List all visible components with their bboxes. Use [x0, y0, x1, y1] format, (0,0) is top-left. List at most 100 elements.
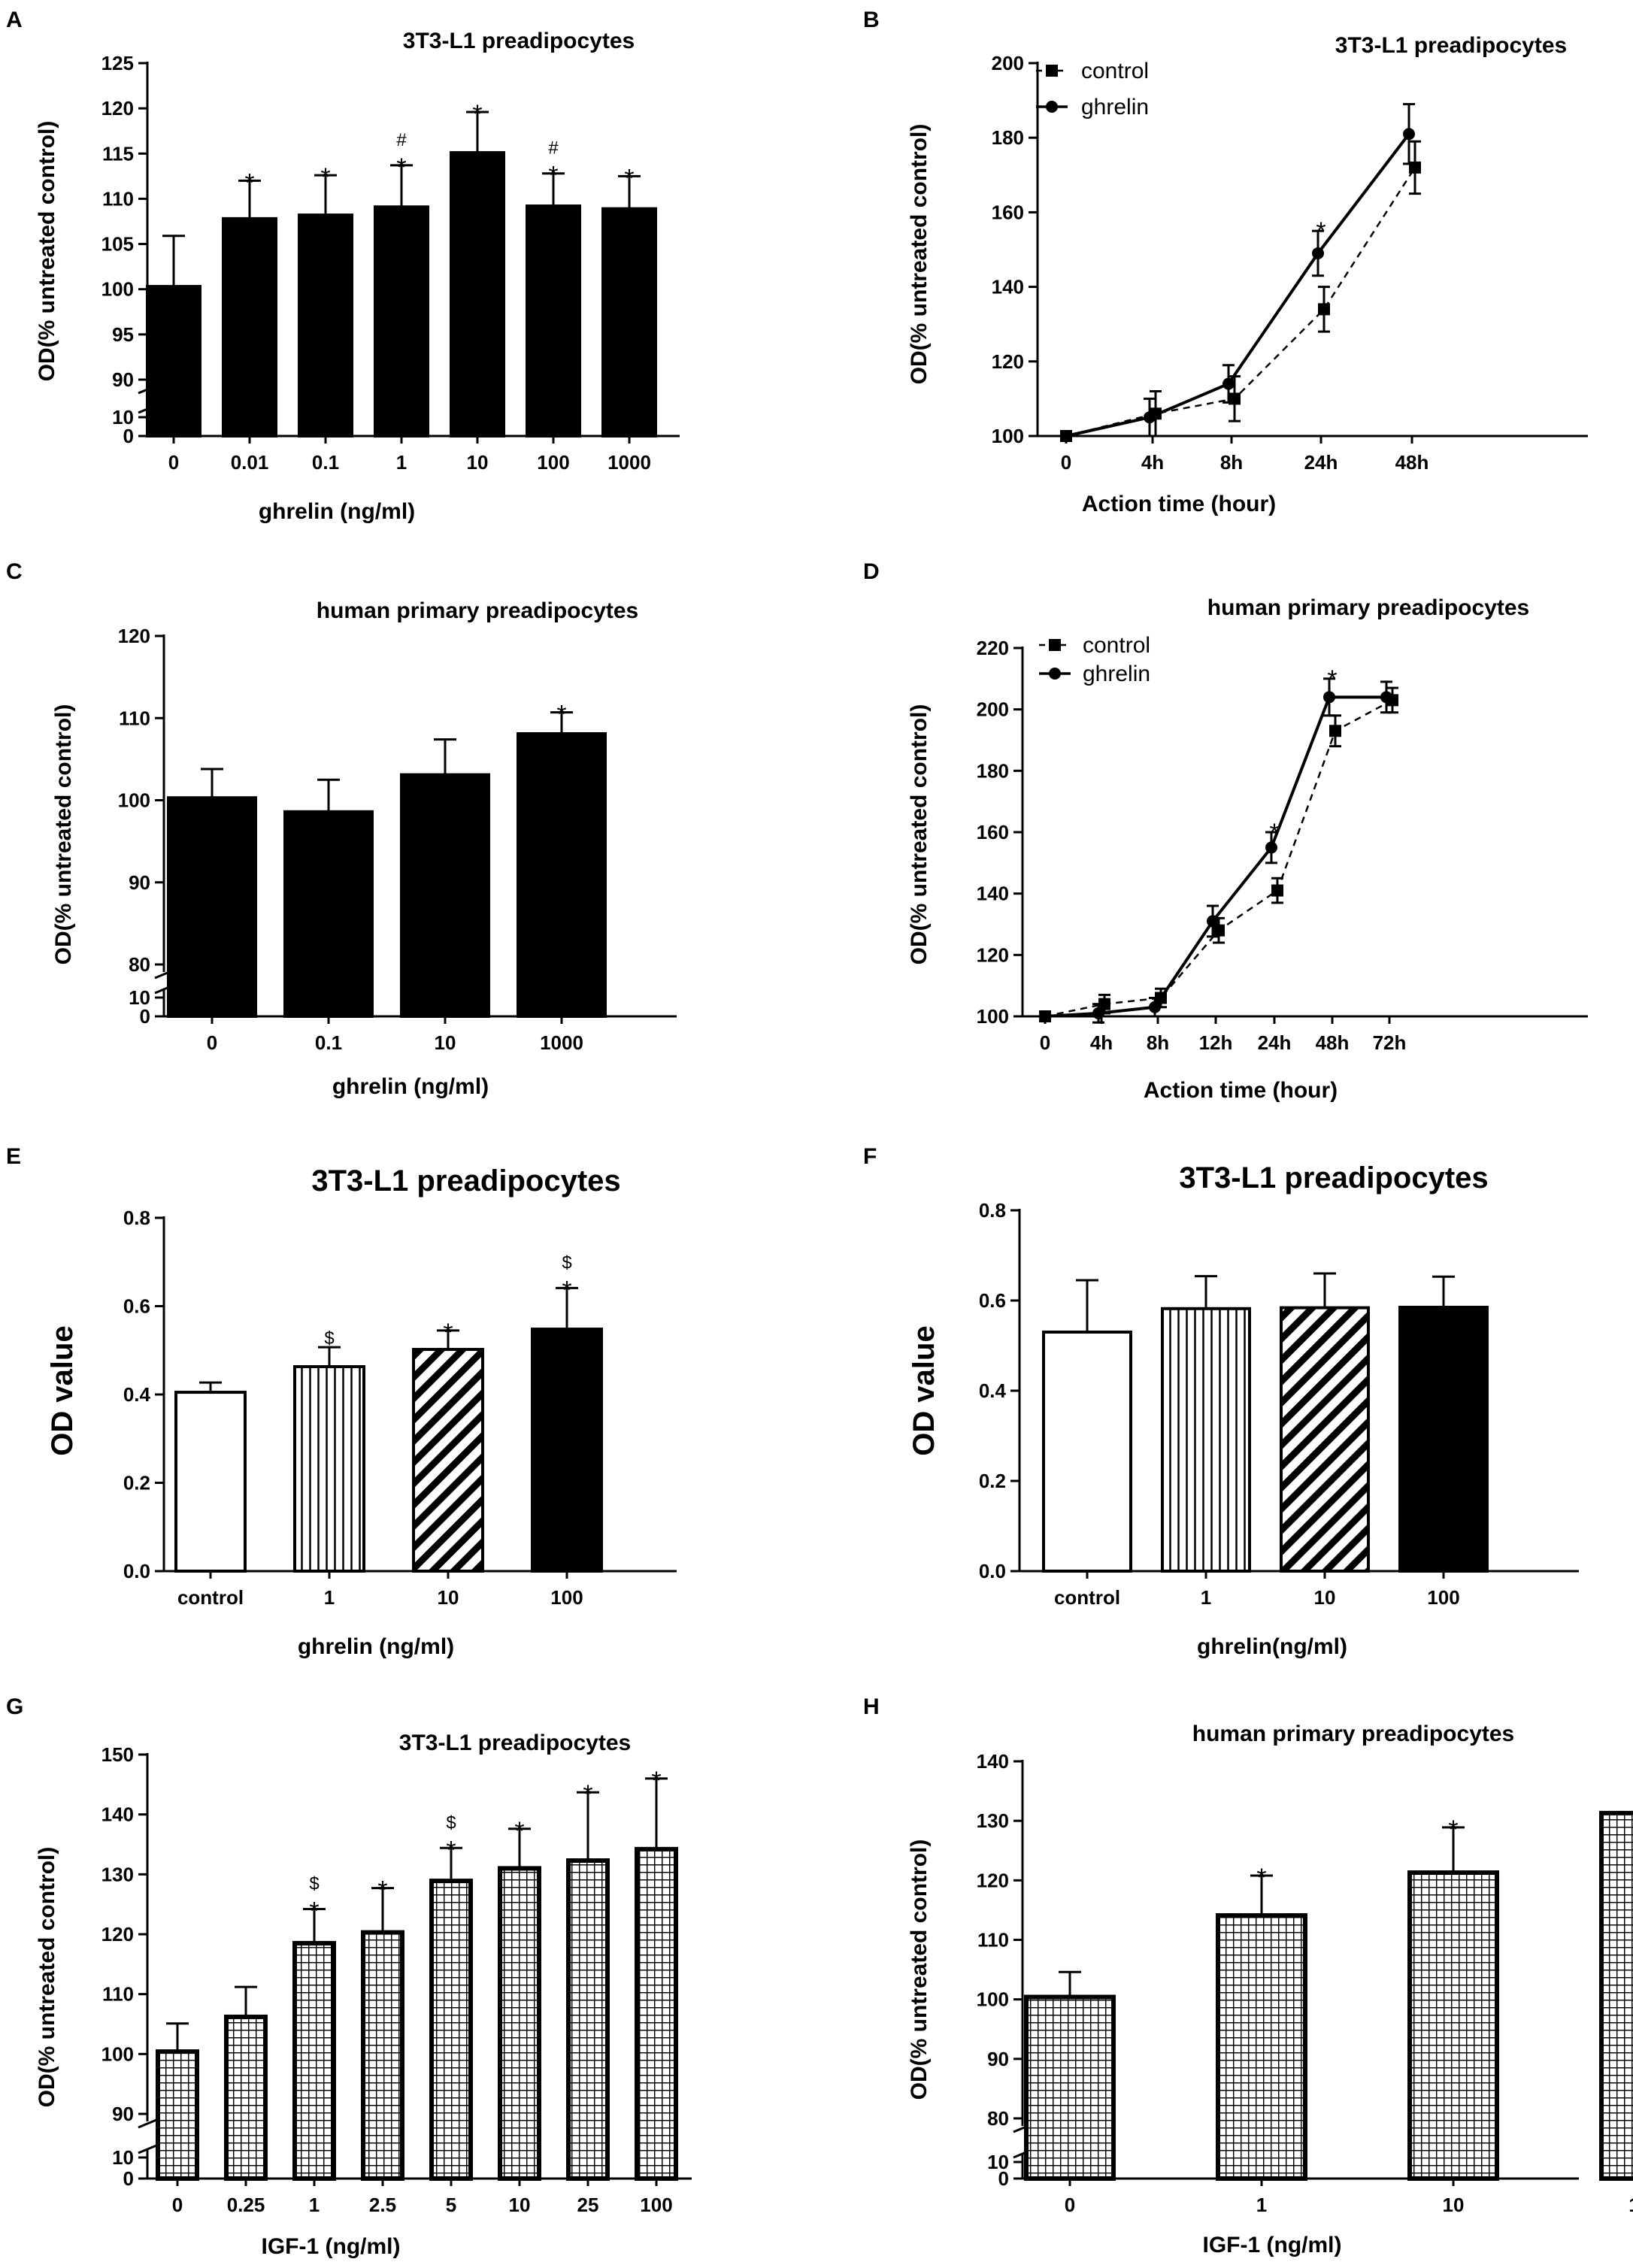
panel-g: G 3T3-L1 preadipocytes IGF-1 (ng/ml) OD(… [6, 1694, 692, 2259]
legend: control ghrelin [1039, 633, 1150, 686]
y-tick-label: 0 [998, 2167, 1009, 2190]
x-tick-label: 0.1 [315, 1031, 342, 1054]
y-tick-label: 90 [129, 871, 150, 894]
x-tick-label: 2.5 [369, 2194, 396, 2216]
chart-title: 3T3-L1 preadipocytes [1335, 33, 1567, 58]
x-tick-label: control [1054, 1586, 1120, 1609]
y-tick-label: 100 [101, 278, 134, 301]
panel-letter-f: F [863, 1144, 877, 1169]
x-tick-label: 10 [1443, 2194, 1465, 2216]
y-tick-label: 0.2 [123, 1472, 150, 1494]
significance-marker: * [244, 168, 254, 197]
significance-marker: * [472, 100, 482, 129]
bar [498, 1866, 541, 2182]
y-tick-label: 10 [987, 2151, 1009, 2173]
panel-c: C human primary preadipocytes ghrelin (n… [6, 559, 677, 1099]
y-tick-label: 0 [123, 425, 134, 447]
y-tick-label: 90 [112, 368, 134, 391]
y-tick-label: 0.2 [979, 1470, 1006, 1492]
y-axis-label: OD value [46, 1325, 79, 1455]
panel-a: A 3T3-L1 preadipocytes ghrelin (ng/ml) O… [6, 8, 680, 524]
x-tick-label: 0 [168, 451, 179, 474]
significance-marker: * [556, 701, 566, 729]
chart-title: 3T3-L1 preadipocytes [403, 29, 635, 53]
y-tick-label: 120 [977, 1869, 1009, 1891]
x-axis-label: Action time (hour) [1082, 492, 1276, 516]
bar [283, 810, 374, 1019]
data-point-control [1213, 924, 1225, 937]
significance-marker: * [1256, 1864, 1266, 1892]
significance-marker: * [514, 1817, 524, 1846]
y-tick-label: 0.0 [979, 1560, 1006, 1582]
x-tick-label: 100 [1628, 2194, 1633, 2216]
bar [566, 1858, 610, 2181]
y-tick-label: 120 [992, 350, 1024, 373]
x-tick-label: 1 [396, 451, 407, 474]
data-point-ghrelin [1312, 247, 1324, 259]
legend: control ghrelin [1036, 59, 1149, 120]
x-tick-label: 25 [577, 2194, 599, 2216]
bar [222, 217, 277, 438]
y-axis-label: OD(% untreated control) [35, 121, 59, 382]
significance-marker: $ [324, 1328, 334, 1349]
y-tick-label: 120 [118, 625, 150, 647]
y-tick-label: 0 [123, 2167, 134, 2190]
y-axis-label: OD(% untreated control) [35, 1847, 59, 2108]
y-tick-label: 0.4 [123, 1383, 151, 1406]
y-tick-label: 80 [129, 953, 150, 976]
x-axis-label: IGF-1 (ng/ml) [1203, 2233, 1342, 2257]
y-tick-label: 100 [101, 2042, 134, 2065]
bar [635, 1846, 678, 2181]
y-tick-label: 140 [992, 276, 1024, 298]
data-point-ghrelin [1149, 1001, 1161, 1013]
y-tick-label: 100 [992, 425, 1024, 447]
significance-marker: * [446, 1836, 456, 1864]
legend-label-ghrelin: ghrelin [1081, 95, 1149, 120]
bar [293, 1364, 365, 1573]
x-tick-label: 4h [1090, 1031, 1113, 1054]
y-tick-label: 180 [992, 126, 1024, 149]
x-tick-label: 10 [467, 451, 489, 474]
significance-marker: * [443, 1319, 453, 1347]
x-axis-label: ghrelin (ng/ml) [332, 1074, 489, 1099]
y-tick-label: 120 [101, 1923, 134, 1946]
x-tick-label: 1 [309, 2194, 320, 2216]
y-tick-label: 110 [102, 187, 134, 210]
bar [174, 1391, 247, 1573]
plot-area: 0.0 0.2 0.4 0.6 0.8 control 1 $10 * 100 * $ [123, 1207, 677, 1609]
y-tick-label: 110 [102, 1983, 134, 2006]
bar [429, 1879, 473, 2181]
x-tick-label: 100 [550, 1586, 583, 1609]
y-tick-label: 200 [992, 52, 1024, 74]
y-tick-label: 0.0 [123, 1560, 150, 1582]
panel-h: H human primary preadipocytes IGF-1 (ng/… [863, 1694, 1633, 2257]
legend-marker-control [1049, 639, 1061, 651]
bar [224, 2014, 268, 2181]
chart-title: 3T3-L1 preadipocytes [311, 1164, 620, 1198]
x-tick-label: 48h [1316, 1031, 1350, 1054]
y-tick-label: 0.8 [123, 1207, 150, 1229]
bar [1407, 1870, 1499, 2182]
x-tick-label: 1 [324, 1586, 335, 1609]
data-point-ghrelin [1323, 691, 1335, 704]
significance-marker: * [562, 1276, 571, 1304]
y-tick-label: 0.8 [979, 1199, 1006, 1222]
x-axis-label: Action time (hour) [1144, 1078, 1338, 1103]
bar [167, 796, 257, 1019]
y-tick-label: 90 [987, 2048, 1009, 2070]
bar [517, 732, 607, 1018]
panel-d: D human primary preadipocytes Action tim… [863, 559, 1588, 1103]
y-axis-label: OD(% untreated control) [51, 704, 76, 965]
y-tick-label: 100 [977, 1988, 1009, 2011]
legend-label-control: control [1081, 59, 1149, 83]
bar [146, 285, 201, 438]
panel-letter-b: B [863, 8, 880, 32]
x-tick-label: 100 [640, 2194, 672, 2216]
x-tick-label: 0 [1065, 2194, 1075, 2216]
y-tick-label: 130 [977, 1809, 1009, 1832]
x-tick-label: 10 [435, 1031, 456, 1054]
bar [400, 773, 490, 1018]
